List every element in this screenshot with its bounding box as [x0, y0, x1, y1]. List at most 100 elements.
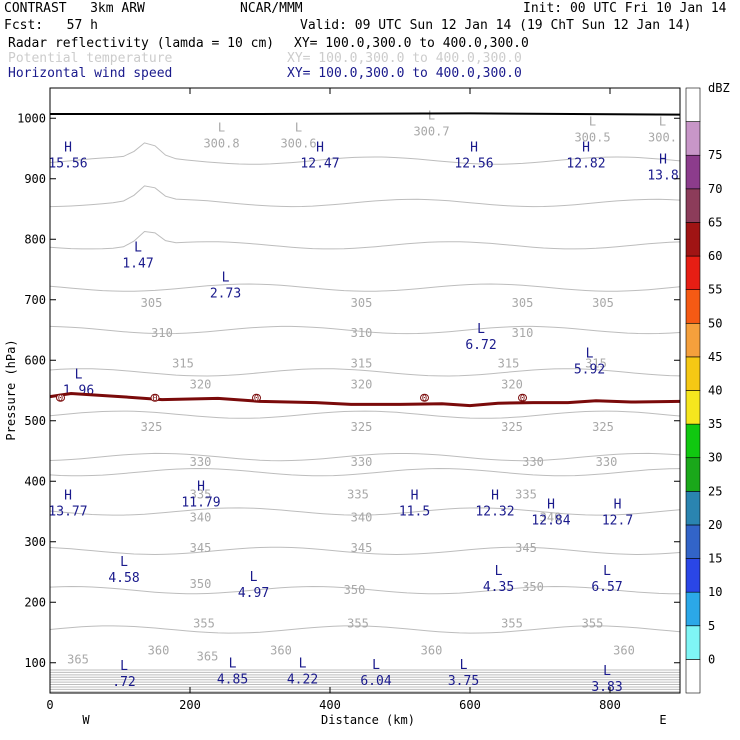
- wind-extremum-marker: L: [460, 658, 468, 673]
- theta-contour-label: 360: [270, 644, 292, 658]
- theta-contour-label: 310: [151, 326, 173, 340]
- theta-contour-label: 355: [501, 616, 523, 630]
- colorbar-label: 45: [708, 350, 722, 364]
- colorbar-swatch: [685, 188, 701, 223]
- theta-min-value: 300.8: [203, 136, 239, 150]
- theta-contour-label: 305: [351, 296, 373, 310]
- field-name-reflectivity: Radar reflectivity (lamda = 10 cm): [8, 36, 275, 51]
- zero-dbz-label: 0: [152, 394, 157, 404]
- wind-extremum-value: 4.58: [108, 571, 139, 586]
- wind-extremum-marker: H: [582, 141, 590, 156]
- theta-contour-label: 325: [351, 420, 373, 434]
- y-tick-label: 1000: [17, 111, 46, 125]
- theta-contour-line: [49, 283, 681, 292]
- valid-label: Valid: 09 UTC Sun 12 Jan 14 (19 ChT Sun …: [300, 18, 692, 33]
- wind-extremum-value: 13.8: [647, 169, 678, 184]
- colorbar-label: 30: [708, 451, 722, 465]
- y-tick-label: 100: [24, 656, 46, 670]
- colorbar-swatch: [685, 457, 701, 492]
- theta-contour-label: 350: [190, 577, 212, 591]
- wind-extremum-marker: L: [603, 664, 611, 679]
- wind-extremum-marker: L: [586, 346, 594, 361]
- wind-extremum-marker: H: [659, 153, 667, 168]
- colorbar-label: 25: [708, 484, 722, 498]
- theta-contour-label: 305: [512, 296, 534, 310]
- field-xy-wind: XY= 100.0,300.0 to 400.0,300.0: [287, 66, 522, 81]
- x-axis-title: Distance (km): [321, 713, 415, 727]
- wind-extremum-marker: L: [250, 570, 258, 585]
- wind-extremum-value: 12.47: [300, 157, 339, 172]
- theta-contour-line: [49, 410, 681, 419]
- y-tick-label: 900: [24, 172, 46, 186]
- colorbar-label: 5: [708, 619, 715, 633]
- theta-contour-line: [49, 325, 681, 335]
- theta-min-value: 300.7: [413, 124, 449, 138]
- theta-min-marker: L: [218, 120, 225, 134]
- theta-contour-label: 340: [540, 511, 562, 525]
- theta-min-marker: L: [659, 114, 666, 128]
- wind-extremum-marker: L: [372, 658, 380, 673]
- zero-dbz-label-bg: [252, 393, 261, 402]
- wind-extremum-value: 1.47: [122, 256, 153, 271]
- theta-contour-label: 320: [190, 377, 212, 391]
- wind-extremum-value: .72: [112, 675, 135, 690]
- colorbar-swatch: [685, 423, 701, 459]
- theta-contour-line: [49, 625, 681, 634]
- wind-extremum-value: 12.32: [475, 504, 514, 519]
- wind-extremum-value: 11.79: [181, 495, 220, 510]
- wind-extremum-value: 12.84: [531, 514, 570, 529]
- wind-extremum-marker: L: [134, 240, 142, 255]
- x-tick-label: 600: [459, 698, 481, 712]
- colorbar: 0 5 10 15 20 25 30 35 40 45 50 55 60 65 70 75: [685, 87, 722, 694]
- colorbar-label: 65: [708, 215, 722, 229]
- wind-extremum-value: 3.83: [591, 680, 622, 695]
- theta-contours: 365 365 360 360 360 360 355 355 355 355 350 350 350 3…: [49, 108, 681, 693]
- wind-extremum-marker: L: [75, 367, 83, 382]
- zero-dbz-label: 0: [520, 394, 525, 404]
- theta-contour-label: 305: [592, 296, 614, 310]
- theta-min-marker: L: [295, 120, 302, 134]
- theta-contour-label: 325: [141, 420, 163, 434]
- theta-contour-label: 340: [190, 511, 212, 525]
- colorbar-label: 60: [708, 249, 722, 263]
- colorbar-swatch: [685, 255, 701, 290]
- wind-extremum-marker: L: [495, 564, 503, 579]
- colorbar-label: 0: [708, 652, 715, 666]
- wind-extremum-value: 3.75: [448, 674, 479, 689]
- colorbar-unit: dBZ: [708, 81, 730, 95]
- theta-contour-label: 345: [351, 541, 373, 555]
- y-tick-label: 300: [24, 535, 46, 549]
- wind-extremum-value: 11.5: [399, 504, 430, 519]
- axes: 100 200 300 400 500 600 700 800 900 1000 0 200 400 60…: [17, 88, 680, 712]
- theta-contour-label: 340: [351, 511, 373, 525]
- wind-extremum-value: 4.97: [238, 586, 269, 601]
- theta-contour-label: 335: [515, 488, 537, 502]
- wind-extremum-value: 12.82: [566, 157, 605, 172]
- colorbar-swatch: [685, 558, 701, 593]
- colorbar-label: 20: [708, 518, 722, 532]
- theta-contour-label: 330: [522, 455, 544, 469]
- y-tick-label: 600: [24, 353, 46, 367]
- wind-extremum-marker: H: [411, 488, 419, 503]
- wind-extremum-marker: H: [197, 479, 205, 494]
- x-tick-label: 200: [179, 698, 201, 712]
- theta-contour-label: 320: [351, 377, 373, 391]
- colorbar-swatch: [685, 659, 701, 694]
- wind-extremum-marker: L: [603, 564, 611, 579]
- theta-contour-label: 355: [582, 616, 604, 630]
- plot-frame: [49, 87, 681, 694]
- y-tick-label: 500: [24, 414, 46, 428]
- theta-contour-label: 365: [197, 650, 219, 664]
- colorbar-swatch: [685, 222, 701, 257]
- theta-contour-label: 330: [596, 455, 618, 469]
- x-tick-label: 400: [319, 698, 341, 712]
- theta-contour-line: [49, 185, 681, 208]
- colorbar-label: 10: [708, 585, 722, 599]
- theta-contour-label: 315: [585, 356, 607, 370]
- wind-extremum-value: 13.77: [48, 504, 87, 519]
- theta-contour-label: 325: [592, 420, 614, 434]
- theta-contour-label: 345: [190, 541, 212, 555]
- colorbar-swatch: [685, 87, 701, 122]
- wind-extremum-value: 4.85: [217, 673, 248, 688]
- field-name-theta: Potential temperature: [8, 51, 173, 66]
